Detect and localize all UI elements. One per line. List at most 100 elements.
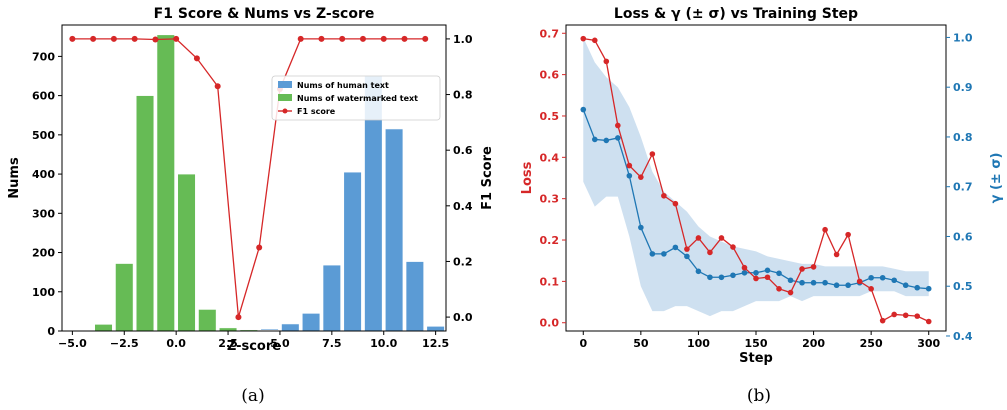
chart-b-ylabel: Loss	[520, 161, 535, 194]
loss-point	[695, 235, 702, 241]
gamma-point	[661, 251, 667, 257]
x-tick-label: 50	[633, 337, 649, 350]
watermarked-text-bars	[94, 34, 279, 332]
chart-b-y-ticks: 0.0 0.1 0.2 0.3 0.4 0.5 0.6 0.7	[540, 27, 566, 330]
y-tick-label: 700	[32, 50, 55, 63]
human-bar	[343, 171, 362, 332]
human-bar	[301, 313, 321, 332]
human-bar	[426, 325, 445, 332]
watermarked-bar	[198, 309, 217, 332]
panel-a-f1-nums-chart: F1 Score & Nums vs Z-score −5.0 −2.5 0.0 2.…	[7, 6, 495, 354]
panel-b-loss-gamma-chart: Loss & γ (± σ) vs Training Step 0 50 100 15…	[520, 6, 1004, 366]
loss-point	[810, 264, 817, 270]
x-tick-label: 150	[745, 337, 768, 350]
y2-tick-label: 0.8	[453, 89, 473, 102]
f1-score-point	[173, 35, 180, 42]
chart-a-title: F1 Score & Nums vs Z-score	[154, 6, 375, 22]
chart-b-title: Loss & γ (± σ) vs Training Step	[614, 6, 858, 22]
chart-a-y2label: F1 Score	[480, 146, 495, 210]
chart-a-x-ticks: −5.0 −2.5 0.0 2.5 5.0 7.5 10.0 12.5	[58, 331, 449, 350]
gamma-point	[845, 282, 851, 289]
legend-label-watermarked: Nums of watermarked text	[297, 94, 418, 103]
y-tick-label: 600	[32, 90, 55, 103]
x-tick-label: 250	[860, 337, 883, 350]
f1-score-point	[339, 35, 346, 42]
watermarked-bar	[156, 34, 175, 332]
y-tick-label: 0	[47, 325, 55, 338]
f1-score-point	[131, 35, 138, 42]
gamma-point	[695, 268, 702, 275]
chart-a-xlabel: Z-score	[227, 339, 281, 354]
x-tick-label: 0	[579, 337, 587, 350]
legend-label-human: Nums of human text	[297, 81, 389, 90]
chart-b-y2-ticks: 0.4 0.5 0.6 0.7 0.8 0.9 1.0	[946, 31, 973, 343]
gamma-point	[914, 284, 921, 291]
loss-point	[787, 289, 794, 296]
f1-score-point	[235, 314, 242, 321]
loss-point	[580, 35, 587, 42]
gamma-band-area	[583, 37, 929, 317]
f1-score-point	[256, 244, 263, 251]
gamma-point	[718, 274, 725, 281]
legend-box	[271, 75, 441, 121]
x-tick-label: 100	[687, 337, 710, 350]
y-tick-label: 0.7	[540, 27, 560, 40]
f1-score-point	[380, 35, 387, 42]
x-tick-label: 7.5	[322, 337, 342, 350]
gamma-point	[707, 274, 713, 281]
y-tick-label: 0.5	[540, 110, 560, 123]
f1-score-point	[318, 35, 325, 42]
loss-point	[868, 286, 874, 292]
gamma-point	[580, 106, 587, 113]
loss-point	[661, 192, 667, 199]
f1-score-point	[422, 35, 429, 42]
human-bar	[322, 264, 341, 332]
gamma-point	[787, 277, 794, 284]
watermarked-bar	[177, 173, 196, 332]
gamma-point	[902, 282, 909, 289]
human-bar	[384, 128, 404, 332]
y-tick-label: 400	[32, 168, 55, 181]
loss-point	[615, 122, 621, 129]
gamma-point	[891, 277, 897, 284]
caption-a: (a)	[241, 386, 264, 406]
y-tick-label: 0.0	[540, 317, 560, 330]
y-tick-label: 300	[32, 207, 55, 220]
loss-point	[603, 58, 610, 65]
loss-line	[580, 35, 932, 325]
legend-swatch-watermarked	[278, 94, 292, 101]
loss-point	[626, 162, 633, 169]
y2-tick-label: 0.6	[453, 144, 473, 157]
loss-point	[822, 226, 828, 233]
chart-a-y2-ticks: 0.0 0.2 0.4 0.6 0.8 1.0	[446, 33, 473, 324]
f1-score-point	[401, 35, 408, 42]
y-tick-label: 100	[32, 286, 55, 299]
gamma-point	[591, 136, 598, 143]
loss-point	[753, 275, 759, 282]
x-tick-label: 200	[802, 337, 825, 350]
f1-score-point	[152, 36, 159, 43]
chart-b-x-ticks: 0 50 100 150 200 250 300	[579, 331, 941, 350]
f1-score-point	[214, 83, 221, 90]
chart-b-xlabel: Step	[739, 351, 773, 366]
loss-point	[730, 244, 736, 250]
loss-point	[925, 318, 932, 325]
loss-point	[891, 311, 897, 318]
gamma-point	[615, 135, 621, 141]
y-tick-label: 0.4	[540, 151, 560, 164]
gamma-point	[799, 279, 805, 286]
loss-point	[672, 200, 679, 207]
loss-point	[591, 37, 598, 44]
f1-score-point	[69, 35, 76, 42]
gamma-point	[603, 137, 610, 144]
loss-point	[879, 317, 886, 324]
y2-tick-label: 1.0	[453, 33, 473, 46]
gamma-point	[822, 279, 828, 286]
x-tick-label: −5.0	[58, 337, 87, 350]
loss-point	[649, 151, 656, 157]
y2-tick-label: 0.7	[953, 181, 973, 194]
gamma-point	[879, 274, 886, 281]
f1-score-point	[359, 35, 366, 42]
y2-tick-label: 0.5	[953, 280, 973, 293]
